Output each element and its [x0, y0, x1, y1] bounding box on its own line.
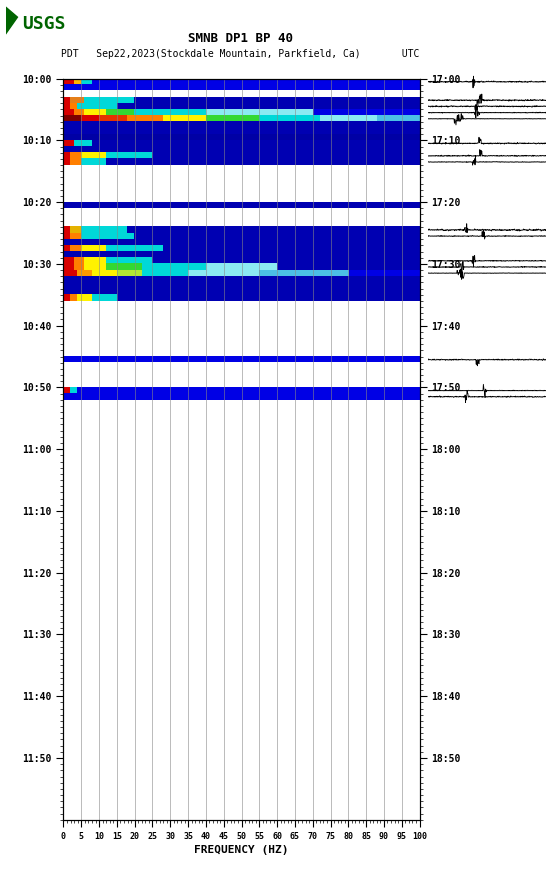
Text: SMNB DP1 BP 40: SMNB DP1 BP 40	[188, 32, 293, 45]
Text: USGS: USGS	[22, 15, 66, 33]
X-axis label: FREQUENCY (HZ): FREQUENCY (HZ)	[194, 845, 289, 855]
Polygon shape	[6, 7, 18, 34]
Text: PDT   Sep22,2023(Stockdale Mountain, Parkfield, Ca)       UTC: PDT Sep22,2023(Stockdale Mountain, Parkf…	[61, 48, 420, 59]
